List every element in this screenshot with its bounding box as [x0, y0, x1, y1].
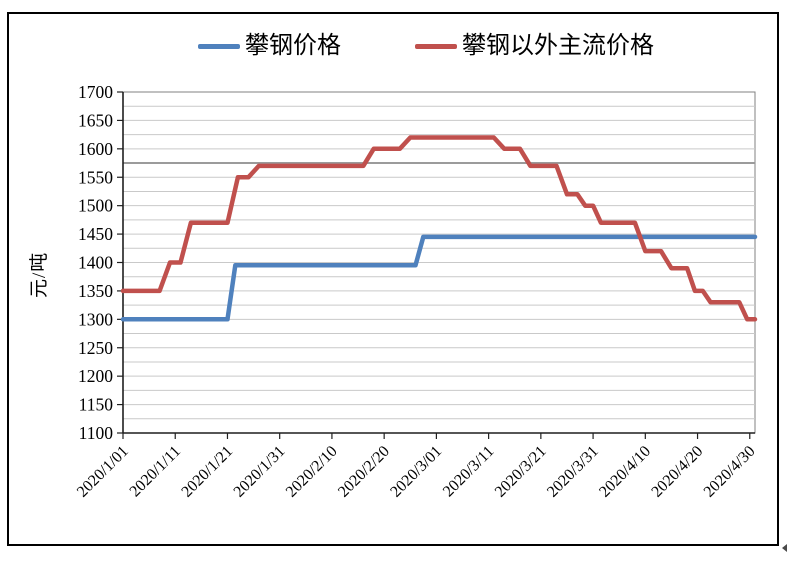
y-tick-label: 1700	[78, 82, 113, 102]
x-tick-label: 2020/3/11	[440, 443, 497, 500]
x-tick-label: 2020/3/21	[492, 443, 550, 501]
series-line-non-pangang[interactable]	[120, 135, 758, 322]
x-tick-label: 2020/1/11	[127, 443, 184, 500]
y-tick-label: 1450	[78, 224, 113, 244]
x-tick-label: 2020/1/31	[231, 443, 289, 501]
legend-label-pangang: 攀钢价格	[245, 33, 341, 59]
chart-frame	[7, 12, 779, 546]
x-tick-label: 2020/1/01	[74, 443, 132, 501]
x-tick-label: 2020/4/30	[701, 443, 759, 501]
legend-label-non-pangang: 攀钢以外主流价格	[462, 33, 654, 59]
x-tick-label: 2020/3/01	[387, 443, 445, 501]
y-tick-label: 1400	[78, 253, 113, 273]
x-tick-label: 2020/3/31	[544, 443, 602, 501]
corner-arrow-artifact-icon	[782, 544, 787, 552]
x-tick-label: 2020/1/21	[178, 443, 236, 501]
y-tick-label: 1600	[78, 139, 113, 159]
legend-item-pangang[interactable]: 攀钢价格	[198, 32, 341, 60]
y-tick-label: 1200	[78, 366, 113, 386]
legend-dash-blue-icon	[198, 43, 240, 49]
y-tick-label: 1500	[78, 196, 113, 216]
series-line-pangang[interactable]	[120, 234, 758, 322]
y-tick-label: 1350	[78, 281, 113, 301]
legend-item-non-pangang[interactable]: 攀钢以外主流价格	[415, 32, 654, 60]
y-tick-label: 1250	[78, 338, 113, 358]
x-tick-label: 2020/4/10	[596, 443, 654, 501]
y-tick-label: 1100	[79, 423, 114, 443]
legend-dash-red-icon	[415, 43, 457, 49]
y-tick-label: 1300	[78, 309, 113, 329]
chart-legend: 攀钢价格 攀钢以外主流价格	[198, 32, 654, 60]
y-tick-label: 1150	[79, 395, 114, 415]
y-tick-label: 1650	[78, 110, 113, 130]
x-tick-label: 2020/2/20	[335, 443, 393, 501]
x-tick-label: 2020/4/20	[648, 443, 706, 501]
x-tick-label: 2020/2/10	[283, 443, 341, 501]
y-axis-title: 元/吨	[29, 251, 50, 298]
y-tick-label: 1550	[78, 167, 113, 187]
